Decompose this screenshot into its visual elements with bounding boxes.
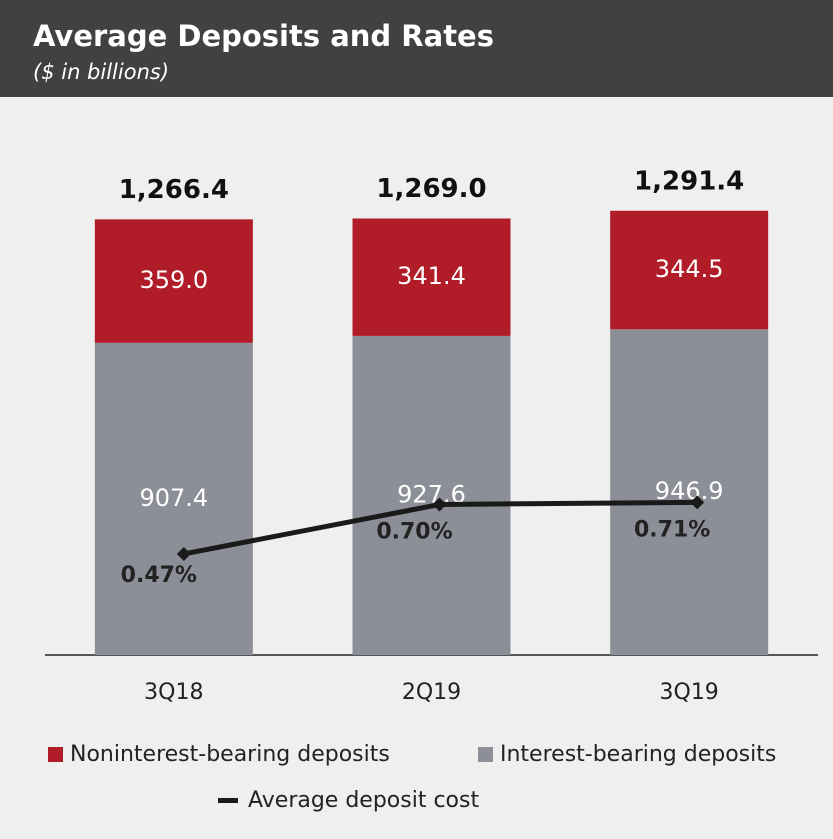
line-marker bbox=[176, 546, 191, 561]
legend-swatch bbox=[218, 798, 238, 803]
chart-subtitle: ($ in billions) bbox=[33, 60, 169, 84]
segment-label: 341.4 bbox=[397, 262, 466, 290]
chart-title: Average Deposits and Rates bbox=[33, 19, 494, 53]
legend-label: Interest-bearing deposits bbox=[500, 742, 776, 767]
legend-label: Average deposit cost bbox=[248, 788, 479, 813]
line-label: 0.70% bbox=[376, 520, 452, 545]
legend-label: Noninterest-bearing deposits bbox=[70, 742, 390, 767]
bar-segment bbox=[610, 210, 769, 330]
bar-segment bbox=[94, 219, 253, 343]
line-label: 0.71% bbox=[634, 517, 710, 542]
line-marker bbox=[432, 497, 447, 512]
legend-swatch bbox=[48, 747, 63, 762]
total-label: 1,266.4 bbox=[119, 175, 229, 205]
total-label: 1,269.0 bbox=[376, 174, 486, 204]
legend-swatch bbox=[478, 747, 493, 762]
bar-segment bbox=[352, 335, 511, 655]
bar-segment bbox=[352, 218, 511, 336]
total-label: 1,291.4 bbox=[634, 166, 744, 196]
segment-label: 344.5 bbox=[655, 255, 724, 283]
line-label: 0.47% bbox=[121, 563, 197, 588]
line-marker bbox=[690, 495, 705, 510]
x-tick-label: 3Q19 bbox=[660, 680, 719, 705]
header bbox=[0, 0, 833, 97]
segment-label: 359.0 bbox=[139, 266, 208, 294]
bar-segment bbox=[610, 329, 769, 655]
segment-label: 907.4 bbox=[139, 484, 208, 512]
x-tick-label: 2Q19 bbox=[402, 680, 461, 705]
x-tick-label: 3Q18 bbox=[144, 680, 203, 705]
bar-segment bbox=[94, 342, 253, 655]
